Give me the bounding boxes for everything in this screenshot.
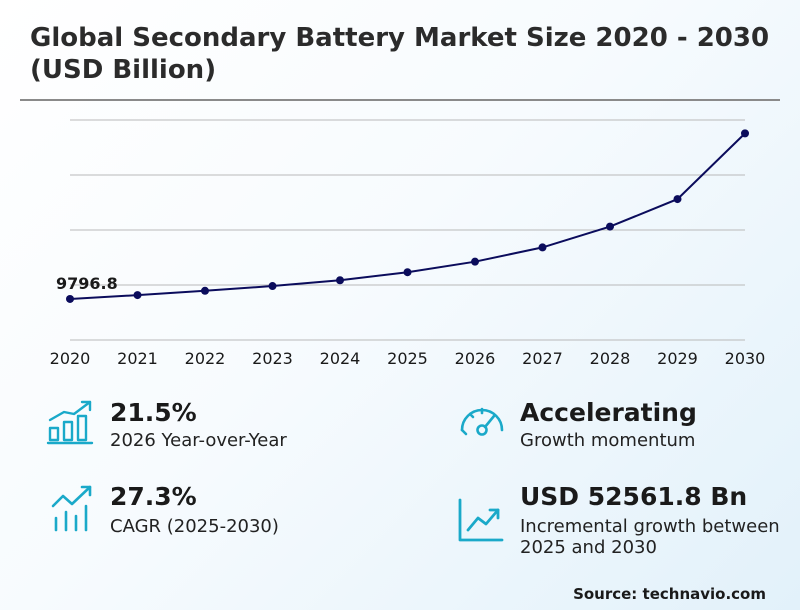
- data-point: [66, 294, 74, 303]
- stat-value: USD 52561.8 Bn: [520, 482, 748, 511]
- title-divider: [20, 99, 780, 101]
- bar-growth-icon: [46, 400, 94, 445]
- data-point: [606, 222, 614, 231]
- data-point: [741, 129, 749, 138]
- x-tick-label: 2027: [522, 349, 563, 368]
- chart-title: Global Secondary Battery Market Size 202…: [30, 23, 770, 85]
- x-tick-label: 2022: [185, 349, 226, 368]
- stat-value: 21.5%: [110, 398, 197, 427]
- data-label: 9796.8: [56, 274, 118, 293]
- stat-label: CAGR (2025-2030): [110, 516, 279, 537]
- data-point: [471, 257, 479, 266]
- stat-value: Accelerating: [520, 398, 697, 427]
- data-point: [201, 286, 209, 295]
- x-tick-label: 2026: [455, 349, 496, 368]
- stat-yoy: 21.5% 2026 Year-over-Year: [46, 398, 386, 458]
- stat-label: Growth momentum: [520, 430, 696, 451]
- data-point: [133, 291, 142, 300]
- x-tick-label: 2021: [117, 349, 158, 368]
- data-point: [403, 268, 412, 277]
- x-tick-label: 2030: [725, 349, 766, 368]
- stat-incremental: USD 52561.8 Bn Incremental growth betwee…: [456, 482, 786, 572]
- x-tick-label: 2028: [590, 349, 631, 368]
- x-tick-label: 2024: [320, 349, 361, 368]
- x-tick-label: 2029: [657, 349, 698, 368]
- stat-value: 27.3%: [110, 482, 197, 511]
- data-point: [268, 282, 277, 291]
- x-tick-label: 2025: [387, 349, 428, 368]
- stat-momentum: Accelerating Growth momentum: [456, 398, 776, 458]
- x-tick-label: 2020: [50, 349, 91, 368]
- data-point: [336, 276, 344, 285]
- x-tick-label: 2023: [252, 349, 293, 368]
- line-growth-icon: [458, 498, 504, 542]
- data-point: [538, 243, 547, 252]
- gauge-icon: [460, 407, 504, 436]
- stat-label: 2026 Year-over-Year: [110, 430, 287, 451]
- stat-label: Incremental growth between 2025 and 2030: [520, 516, 780, 558]
- trend-bars-icon: [51, 485, 92, 532]
- source-note: Source: technavio.com: [573, 585, 766, 603]
- data-point: [673, 195, 682, 204]
- line-chart: 2020 2021 2022 2023 2024 2025 2026 2027 2028 2029…: [50, 119, 766, 368]
- stat-cagr: 27.3% CAGR (2025-2030): [50, 482, 390, 542]
